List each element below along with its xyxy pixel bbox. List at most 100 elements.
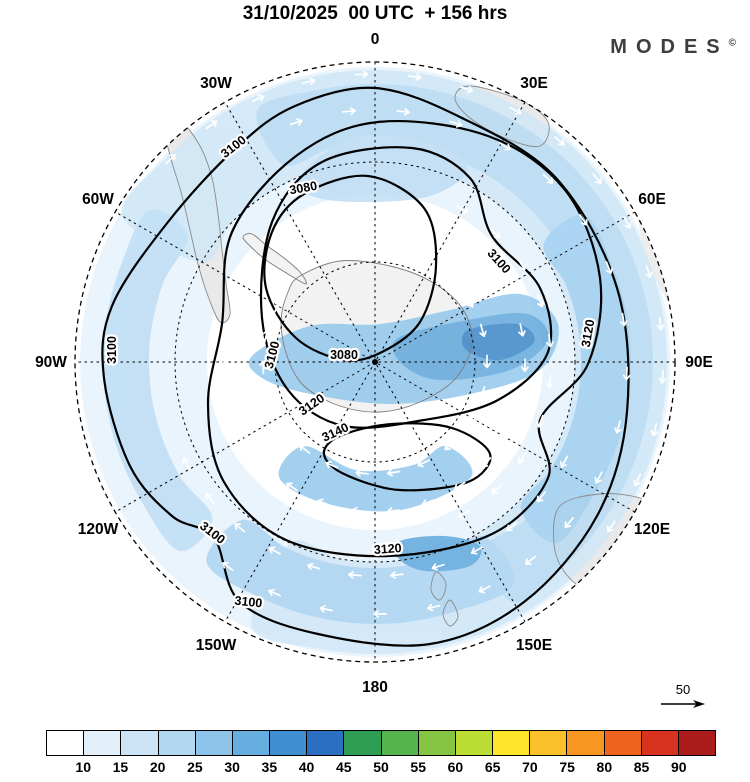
wind-arrow <box>509 106 522 115</box>
wind-arrow <box>205 492 215 504</box>
colorbar-tick-label: 85 <box>633 759 650 775</box>
wind-arrow <box>396 107 410 116</box>
wind-arrow <box>623 216 632 229</box>
wind-arrow <box>545 374 554 389</box>
wind-arrow <box>386 507 401 515</box>
wind-arrow <box>373 610 388 618</box>
wind-arrow <box>465 415 475 428</box>
colorbar-cell <box>640 731 678 755</box>
wind-arrow <box>489 228 501 239</box>
wind-arrow <box>239 429 248 442</box>
copyright-mark: © <box>728 37 736 49</box>
height-contours <box>101 86 630 647</box>
lon-label-30e: 30E <box>520 75 548 92</box>
wind-arrow <box>221 360 229 375</box>
lon-label-150w: 150W <box>196 637 237 654</box>
wind-arrow <box>491 484 502 495</box>
coastline <box>430 571 447 601</box>
wind-arrow <box>607 520 616 533</box>
wind-arrow <box>546 333 554 348</box>
wind-arrow <box>481 457 492 468</box>
colorbar-cell <box>47 731 84 755</box>
chart-title: 31/10/2025 00 UTC + 156 hrs <box>242 3 508 24</box>
wind-arrow <box>299 444 311 454</box>
lon-label-90w: 90W <box>35 354 67 371</box>
wind-arrow <box>658 369 667 384</box>
wind-arrow <box>226 395 234 409</box>
colorbar-tick-label: 55 <box>410 759 427 775</box>
lon-label-60w: 60W <box>82 191 114 208</box>
wind-arrow <box>619 312 628 327</box>
wind-arrow <box>301 77 316 86</box>
longitude-labels: 0 30E 60E 90E 120E 150E 180 150W 120W 90… <box>35 31 713 696</box>
wind-arrow <box>502 427 511 440</box>
wind-arrows <box>165 70 667 618</box>
wind-arrow <box>317 498 331 506</box>
wind-arrow <box>342 107 356 115</box>
contour-line <box>101 86 630 647</box>
wind-reference-value: 50 <box>675 682 691 697</box>
wind-arrow <box>444 440 456 451</box>
colorbar-tick-label: 30 <box>224 759 240 775</box>
colorbar-tick-label: 10 <box>75 759 92 775</box>
polar-map: 3100 3100 3100 3100 3100 3100 3080 3080 … <box>35 31 713 696</box>
wind-arrow <box>354 70 369 79</box>
wind-arrow <box>262 329 271 343</box>
wind-arrow <box>537 294 545 308</box>
colorbar-cell <box>417 731 455 755</box>
wind-arrow <box>553 136 565 146</box>
colorbar-tick-label: 90 <box>670 759 687 775</box>
colorbar-cell <box>492 731 530 755</box>
wind-arrow <box>518 451 527 464</box>
colorbar-cell <box>231 731 270 755</box>
wind-arrow <box>645 264 653 279</box>
wind-arrow <box>592 173 602 185</box>
wind-arrow <box>348 571 362 579</box>
wind-arrow <box>536 491 546 503</box>
wind-arrow <box>633 473 642 487</box>
lon-label-150e: 150E <box>516 637 552 654</box>
wind-arrow <box>390 571 404 579</box>
wind-arrow <box>656 316 665 331</box>
wind-arrow <box>515 393 524 407</box>
wind-arrow <box>449 120 463 128</box>
wind-arrow <box>578 214 588 226</box>
wind-reference-arrow <box>661 700 705 708</box>
colorbar-tick-label: 65 <box>484 759 501 775</box>
colorbar-tick-label: 70 <box>522 759 538 775</box>
colorbar-cell <box>343 731 381 755</box>
wind-arrow <box>407 73 422 81</box>
wind-arrow <box>351 506 366 515</box>
wind-arrow <box>325 460 339 469</box>
wind-arrow <box>453 481 466 491</box>
wind-arrow <box>506 521 518 532</box>
wind-arrow <box>536 414 544 428</box>
shading-region <box>256 84 653 603</box>
coastline <box>242 233 307 285</box>
wind-arrow <box>525 555 537 565</box>
colorbar-ticks: 10 15 20 25 30 35 40 45 50 55 60 65 70 75 80 85 90 <box>46 759 716 779</box>
shading-region <box>206 519 515 624</box>
wind-arrow <box>517 258 526 271</box>
contour-line <box>259 146 553 429</box>
wind-arrow <box>268 588 282 597</box>
wind-arrow <box>560 455 569 468</box>
wind-arrow <box>457 510 470 519</box>
shading-region <box>295 135 469 202</box>
wind-arrow <box>622 366 631 381</box>
colorbar-tick-label: 25 <box>187 759 203 775</box>
contour-label: 3100 <box>234 594 263 611</box>
wind-arrow <box>470 546 484 555</box>
contour-line <box>322 422 492 492</box>
wind-arrow <box>222 562 234 571</box>
colorbar-cell <box>83 731 121 755</box>
colorbar-tick-label: 50 <box>373 759 389 775</box>
wind-arrow <box>542 173 554 184</box>
colorbar-tick-label: 60 <box>447 759 464 775</box>
colorbar-tick-label: 80 <box>596 759 613 775</box>
colorbar-tick-label: 20 <box>149 759 166 775</box>
colorbar-cell <box>120 731 158 755</box>
wind-arrow <box>234 523 246 533</box>
wind-arrow <box>564 517 574 528</box>
wind-arrow <box>521 358 529 373</box>
